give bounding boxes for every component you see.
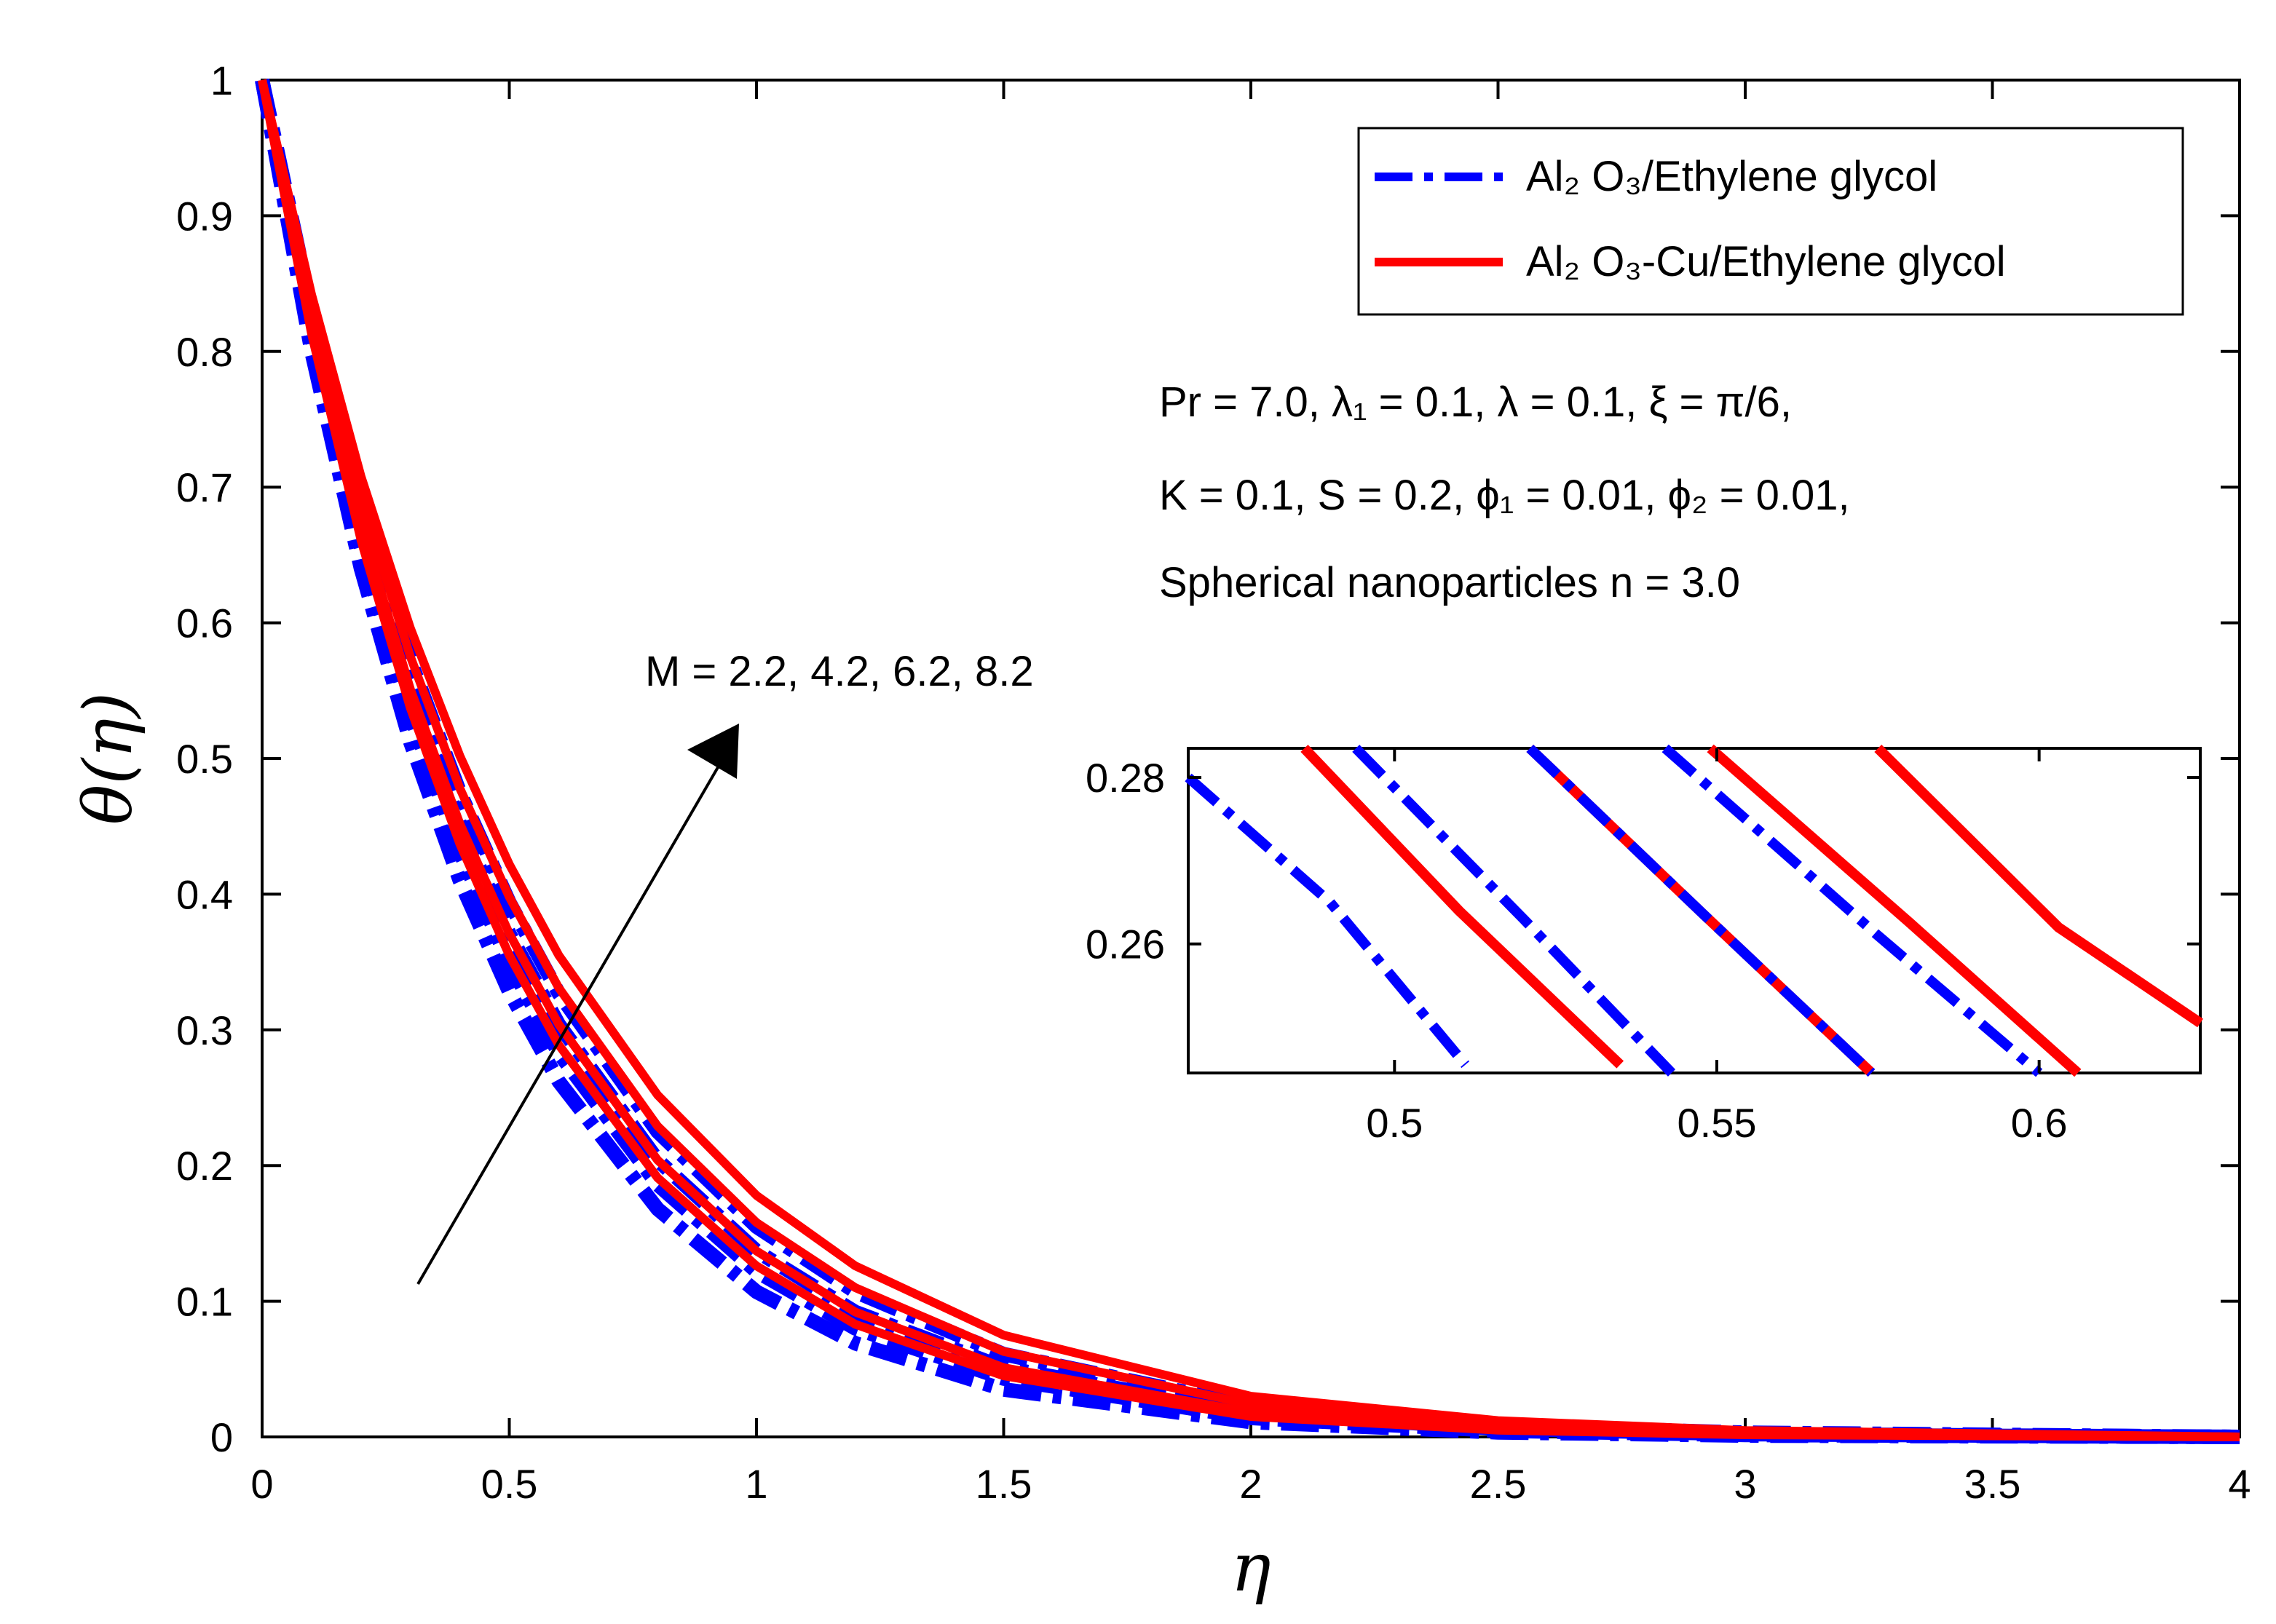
y-tick-label: 0.3 — [176, 1007, 233, 1053]
inset-series-line-6 — [1707, 744, 2082, 1077]
params-line-3: Spherical nanoparticles n = 3.0 — [1159, 559, 1740, 606]
inset-zoom: 0.5 0.55 0.6 0.26 0.28 — [1086, 744, 2203, 1146]
params-line-2: K = 0.1, S = 0.2, ϕ₁ = 0.01, ϕ₂ = 0.01, — [1159, 472, 1850, 519]
inset-x-tick-label: 0.6 — [2011, 1100, 2068, 1146]
y-tick-label: 0.8 — [176, 329, 233, 375]
y-tick-label: 0.5 — [176, 736, 233, 782]
series-line-al2o3-cu-m6 — [258, 79, 2240, 1441]
x-axis-label: η — [1230, 1529, 1271, 1607]
y-tick-label: 0.2 — [176, 1143, 233, 1189]
x-tick-label: 0 — [250, 1461, 273, 1507]
y-tick-label: 1 — [210, 58, 233, 103]
y-tick-label: 0.6 — [176, 601, 233, 646]
x-axis: 0 0.5 1 1.5 2 2.5 3 3.5 4 — [250, 80, 2251, 1507]
legend-label-al2o3: Al₂ O₃/Ethylene glycol — [1526, 153, 1937, 200]
inset-y-tick-label: 0.28 — [1086, 755, 1165, 801]
m-arrow-label: M = 2.2, 4.2, 6.2, 8.2 — [645, 648, 1034, 695]
params-line-1: Pr = 7.0, λ₁ = 0.1, λ = 0.1, ξ = π/6, — [1159, 379, 1792, 426]
x-tick-label: 4 — [2228, 1461, 2251, 1507]
legend-box — [1357, 127, 2184, 316]
legend: Al₂ O₃/Ethylene glycol Al₂ O₃-Cu/Ethylen… — [1357, 127, 2184, 316]
m-arrow: M = 2.2, 4.2, 6.2, 8.2 — [416, 648, 1034, 1286]
inset-y-tick-label: 0.26 — [1086, 922, 1165, 967]
inset-series-line-4 — [1526, 744, 1876, 1077]
x-tick-label: 2.5 — [1470, 1461, 1527, 1507]
y-tick-label: 0.1 — [176, 1279, 233, 1325]
main-series-group — [255, 78, 2240, 1444]
series-line-al2o3-cu-m5 — [258, 79, 2240, 1441]
x-tick-label: 3 — [1734, 1461, 1756, 1507]
inset-x-tick-label: 0.55 — [1677, 1100, 1756, 1146]
x-tick-label: 1 — [745, 1461, 767, 1507]
m-arrow-head — [687, 724, 739, 779]
series-line-al2o3-cu-m7 — [258, 79, 2240, 1441]
y-axis-label: θ(η) — [69, 692, 147, 825]
x-tick-label: 2 — [1239, 1461, 1262, 1507]
x-tick-label: 0.5 — [481, 1461, 538, 1507]
inset-series-line-0 — [1185, 773, 1470, 1069]
y-tick-label: 0.4 — [176, 871, 233, 917]
inset-series-line-1 — [1300, 745, 1624, 1069]
inset-series-line-5 — [1661, 744, 2043, 1077]
x-tick-label: 3.5 — [1964, 1461, 2021, 1507]
y-tick-label: 0.7 — [176, 464, 233, 510]
m-arrow-shaft — [416, 748, 730, 1286]
inset-x-tick-label: 0.5 — [1366, 1100, 1423, 1146]
inset-x-axis: 0.5 0.55 0.6 — [1366, 748, 2068, 1146]
inset-y-axis: 0.26 0.28 — [1086, 755, 2200, 967]
series-line-al2o3-m0 — [255, 79, 2240, 1444]
inset-series-line-2 — [1352, 745, 1676, 1077]
inset-series-group — [1185, 744, 2203, 1077]
inset-series-line-7 — [1874, 745, 2203, 1028]
y-tick-label: 0.9 — [176, 193, 233, 239]
y-tick-label: 0 — [210, 1414, 233, 1460]
x-tick-label: 1.5 — [976, 1461, 1032, 1507]
y-axis: 0 0.1 0.2 0.3 0.4 0.5 0.6 0.7 0.8 0.9 1 — [176, 58, 2240, 1460]
legend-label-al2o3-cu: Al₂ O₃-Cu/Ethylene glycol — [1526, 238, 2006, 285]
